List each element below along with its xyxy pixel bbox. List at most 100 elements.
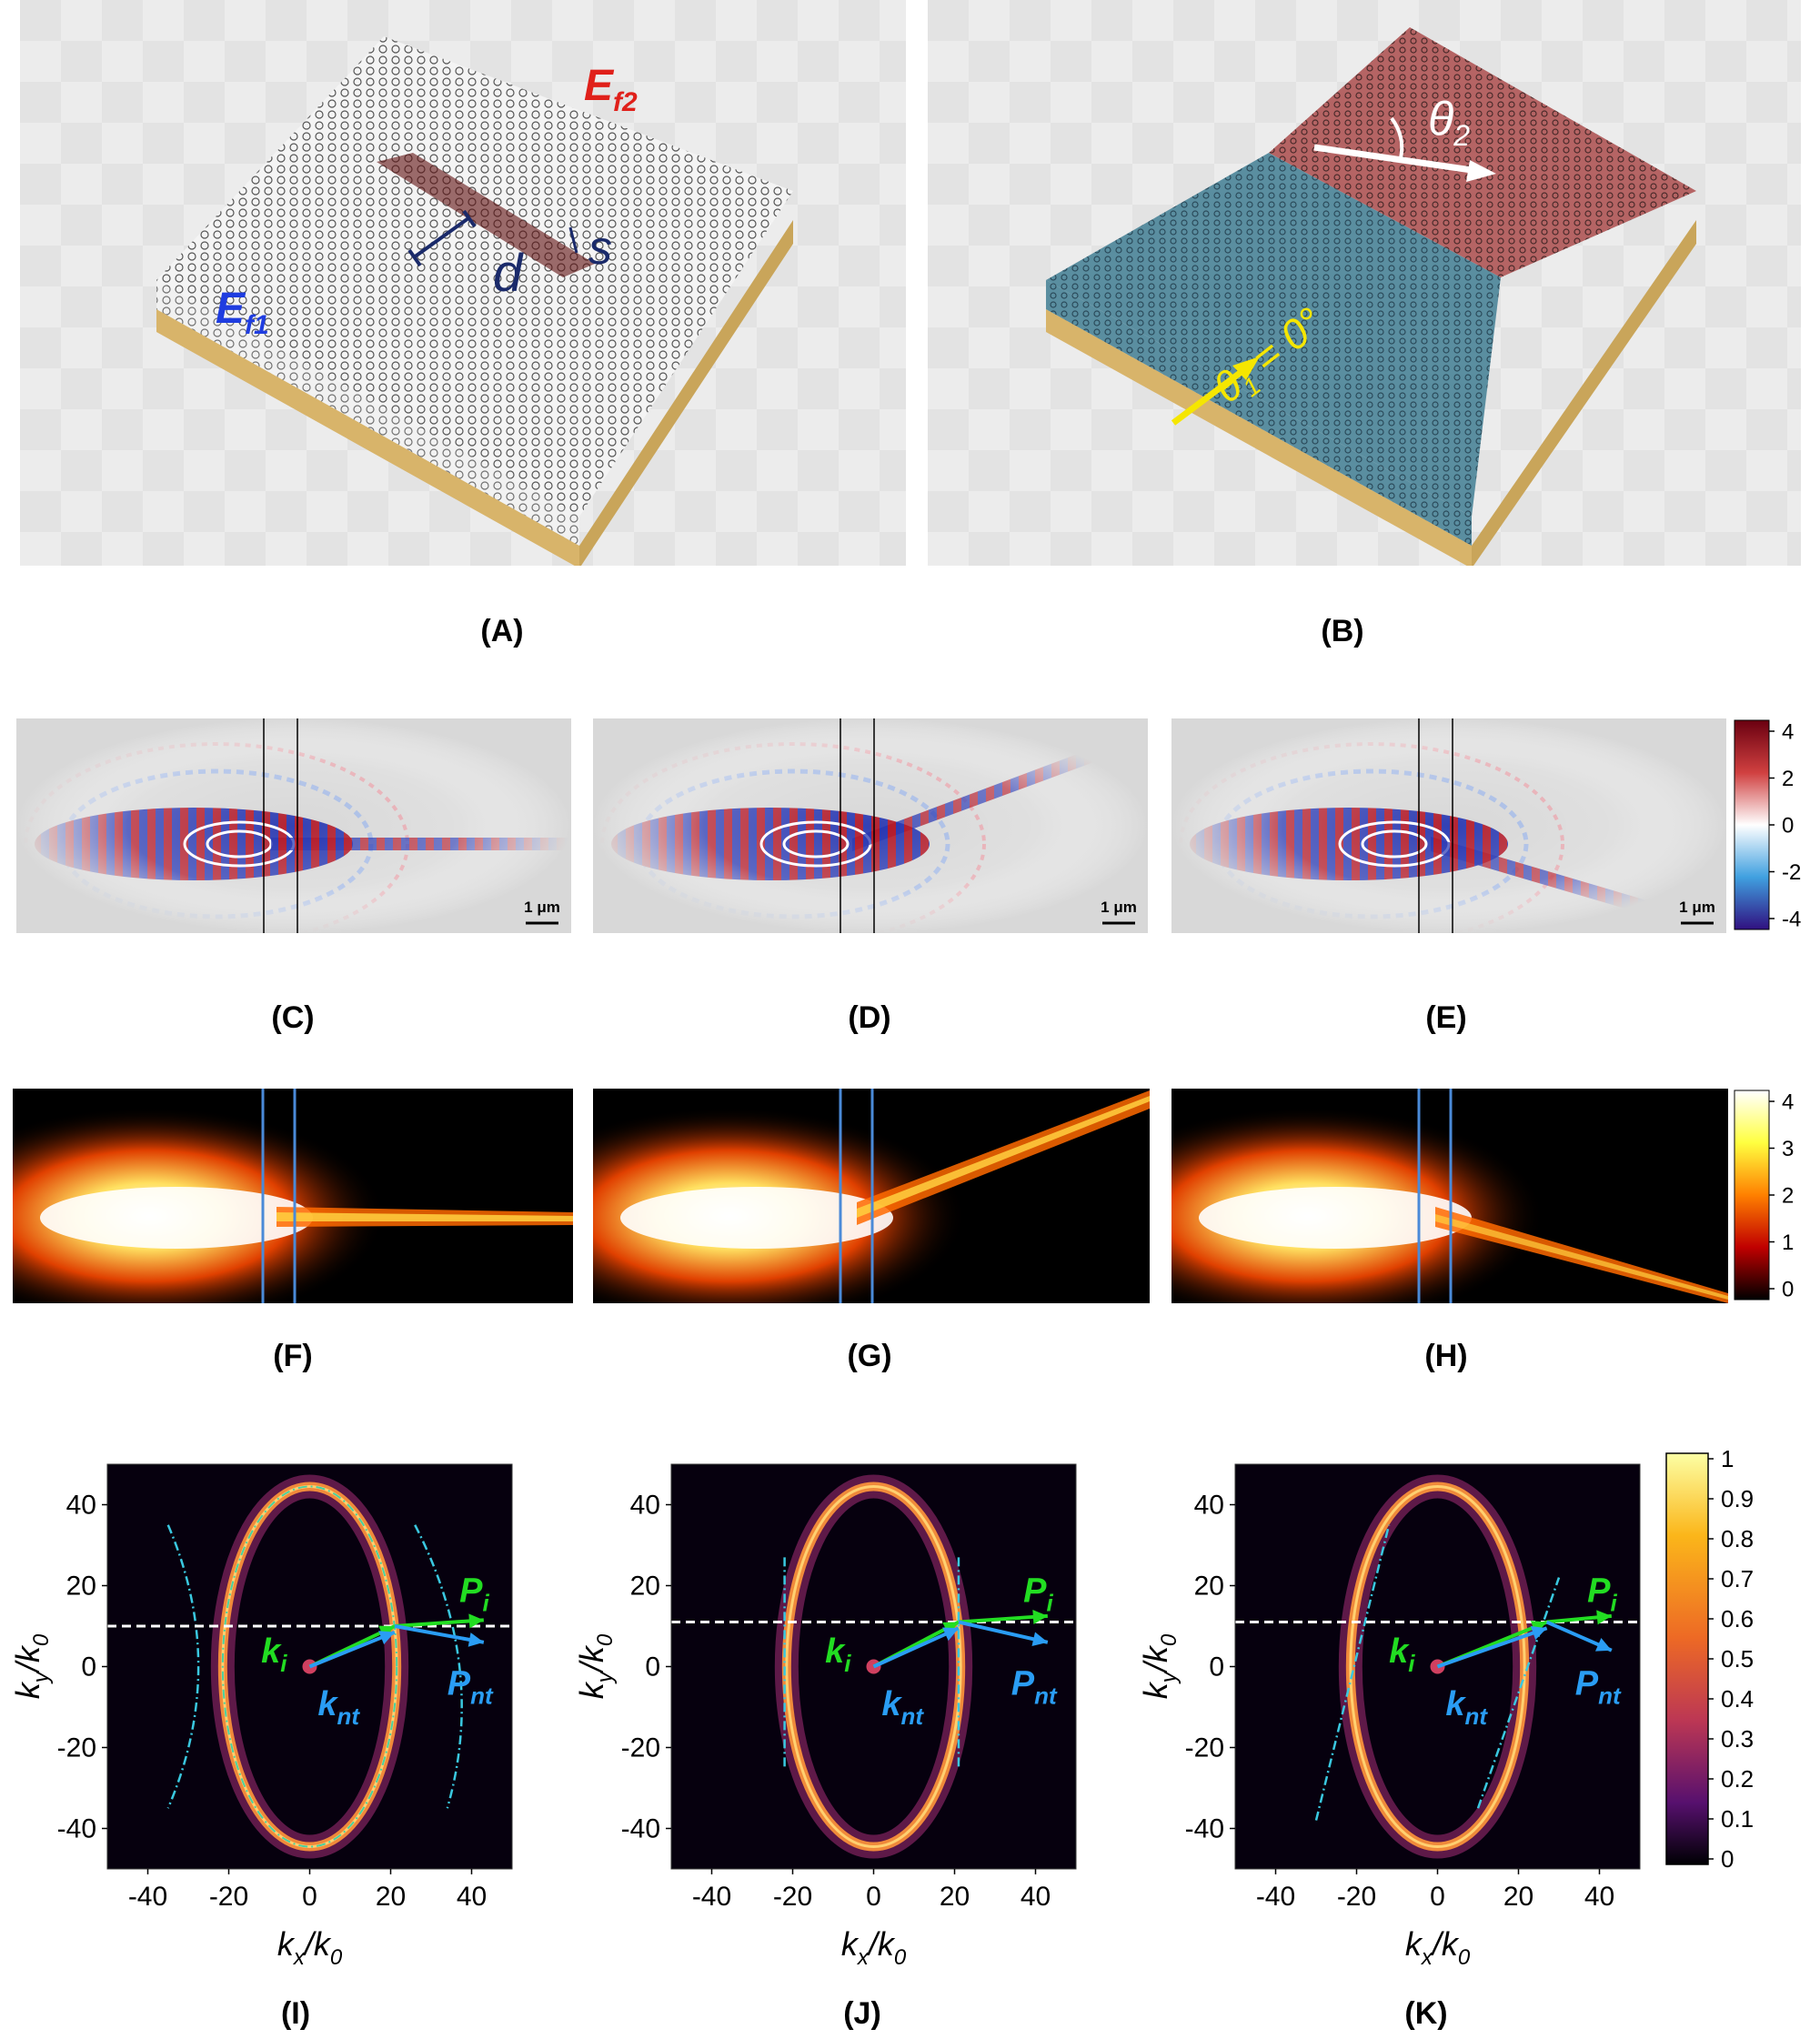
- theta2-arrow: [1313, 144, 1479, 175]
- y-tick-label: -20: [1185, 1733, 1224, 1763]
- x-axis-label: kx/k0: [277, 1925, 343, 1970]
- pi-arrow: [394, 1613, 484, 1629]
- ki-label: ki: [1389, 1632, 1415, 1677]
- y-tick-label: 0: [645, 1652, 660, 1682]
- hyperbolic-contour: [414, 1524, 463, 1809]
- y-axis-label: ky/k0: [573, 1633, 618, 1699]
- pi-label: Pi: [459, 1572, 489, 1616]
- pnt-label: Pnt: [1575, 1665, 1622, 1710]
- x-axis-label: kx/k0: [1405, 1925, 1471, 1970]
- colorbar-tick: 2: [1782, 767, 1794, 791]
- x-tick-label: -40: [692, 1882, 731, 1912]
- s-label: s: [588, 222, 612, 275]
- pnt-label: Pnt: [1011, 1665, 1058, 1710]
- knt-arrow: [1436, 1625, 1548, 1669]
- y-axis-label: ky/k0: [9, 1633, 54, 1699]
- pi-label: Pi: [1587, 1572, 1617, 1616]
- panel-d-field: 1 μm: [593, 718, 1148, 933]
- colorbar-intensity: 4 3 2 1 0: [1733, 1089, 1819, 1303]
- x-tick-label: 40: [1584, 1882, 1614, 1912]
- panel-e-field: 1 μm: [1171, 718, 1726, 933]
- knt-arrow: [872, 1626, 960, 1669]
- colorbar-tick: 4: [1782, 1090, 1794, 1114]
- pi-label: Pi: [1023, 1572, 1053, 1616]
- y-tick-label: 20: [1194, 1572, 1224, 1602]
- colorbar-tick: 0: [1782, 813, 1794, 838]
- colorbar-tick: 0.7: [1721, 1565, 1754, 1592]
- colorbar-tick: 4: [1782, 719, 1794, 744]
- panel-g-intensity: [593, 1089, 1150, 1303]
- graphene-sheet: [156, 36, 793, 517]
- colorbar-k: 1 0.9 0.8 0.7 0.6 0.5 0.4 0.3 0.2 0.1 0: [1663, 1446, 1819, 1873]
- panel-c-field: 1 μm: [16, 718, 571, 933]
- pnt-label: Pnt: [447, 1665, 494, 1710]
- panel-a-schematic: d s Ef1 Ef2: [20, 0, 906, 566]
- colorbar-tick: 0.6: [1721, 1605, 1754, 1632]
- y-tick-label: -20: [621, 1733, 660, 1763]
- colorbar-field: 4 2 0 -2 -4: [1733, 718, 1819, 933]
- label-h: (H): [1424, 1339, 1468, 1373]
- panel-j-kspace: ki knt Pi Pnt -40 -20 0 20 40 40 20 0 -20 -40 kx/k0 ky/…: [564, 1437, 1146, 1983]
- label-g: (G): [847, 1339, 892, 1373]
- colorbar-tick: 0.4: [1721, 1685, 1754, 1713]
- label-f: (F): [273, 1339, 313, 1373]
- panel-k-kspace: ki knt Pi Pnt -40 -20 0 20 40 40 20 0 -20 -40 kx/k0 ky/…: [1128, 1437, 1655, 1983]
- hyperbolic-contour: [166, 1524, 200, 1809]
- d-label: d: [493, 244, 524, 303]
- colorbar-tick: 2: [1782, 1183, 1794, 1208]
- knt-label: knt: [317, 1685, 360, 1730]
- colorbar-tick: 0: [1782, 1277, 1794, 1301]
- scale-bar-c: 1 μm: [524, 899, 560, 916]
- knt-label: knt: [1445, 1685, 1488, 1730]
- label-a: (A): [480, 614, 524, 648]
- colorbar-tick: 0.3: [1721, 1725, 1754, 1753]
- ef2-label: Ef2: [584, 62, 638, 117]
- knt-arrow: [308, 1630, 396, 1669]
- tilted-contour: [1476, 1577, 1561, 1809]
- y-tick-label: 40: [630, 1491, 660, 1521]
- x-tick-label: -20: [773, 1882, 812, 1912]
- scale-bar-d: 1 μm: [1101, 899, 1137, 916]
- x-tick-label: 20: [376, 1882, 406, 1912]
- label-k: (K): [1404, 1996, 1448, 2031]
- label-c: (C): [271, 1000, 315, 1035]
- theta2-label: θ2: [1428, 93, 1470, 152]
- colorbar-tick: 0.2: [1721, 1765, 1754, 1793]
- panel-i-kspace: ki knt Pi Pnt -40 -20 0 20 40 40 20 0 -20 -40 kx/k0 ky/…: [0, 1437, 582, 1983]
- label-i: (I): [280, 1996, 311, 2031]
- colorbar-tick: 0.1: [1721, 1805, 1754, 1833]
- y-tick-label: 20: [66, 1572, 96, 1602]
- colorbar-tick: 0.5: [1721, 1645, 1754, 1672]
- x-tick-label: 40: [457, 1882, 487, 1912]
- ef1-label: Ef1: [216, 285, 269, 340]
- colorbar-tick: 0: [1721, 1845, 1734, 1873]
- x-axis-label: kx/k0: [841, 1925, 907, 1970]
- colorbar-tick: -2: [1782, 860, 1801, 885]
- x-tick-label: -40: [128, 1882, 167, 1912]
- y-tick-label: 40: [66, 1491, 96, 1521]
- colorbar-tick: 0.9: [1721, 1485, 1754, 1512]
- y-tick-label: 20: [630, 1572, 660, 1602]
- x-tick-label: 40: [1021, 1882, 1051, 1912]
- x-tick-label: 0: [1430, 1882, 1445, 1912]
- y-tick-label: -40: [621, 1814, 660, 1844]
- x-tick-label: 0: [302, 1882, 317, 1912]
- colorbar-tick: 3: [1782, 1137, 1794, 1161]
- label-d: (D): [848, 1000, 891, 1035]
- colorbar-tick: 1: [1782, 1230, 1794, 1255]
- ki-label: ki: [825, 1632, 851, 1677]
- panel-f-intensity: [13, 1089, 573, 1303]
- y-tick-label: 0: [81, 1652, 96, 1682]
- panel-h-intensity: [1171, 1089, 1728, 1303]
- pi-arrow: [958, 1609, 1048, 1624]
- pi-arrow: [1546, 1610, 1613, 1625]
- knt-label: knt: [881, 1685, 924, 1730]
- y-tick-label: 0: [1209, 1652, 1224, 1682]
- x-tick-label: -20: [1337, 1882, 1376, 1912]
- y-tick-label: -40: [57, 1814, 96, 1844]
- x-tick-label: 20: [940, 1882, 970, 1912]
- label-e: (E): [1425, 1000, 1467, 1035]
- y-tick-label: -20: [57, 1733, 96, 1763]
- y-tick-label: 40: [1194, 1491, 1224, 1521]
- y-axis-label: ky/k0: [1137, 1633, 1181, 1699]
